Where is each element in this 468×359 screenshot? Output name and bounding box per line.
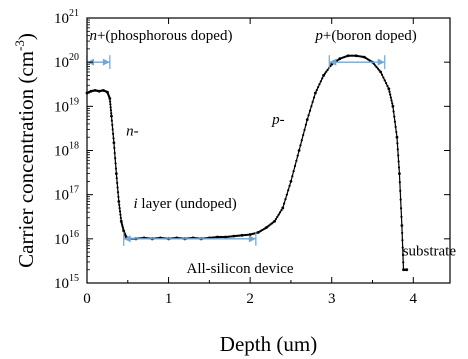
- span-arrows: [86, 55, 386, 246]
- x-tick-label: 4: [410, 291, 418, 307]
- x-axis-title: Depth (um): [220, 332, 317, 356]
- data-point: [119, 219, 123, 223]
- y-tick-label: 1018: [54, 141, 79, 160]
- y-tick-label: 1016: [54, 229, 79, 248]
- span-arrowhead: [123, 235, 131, 243]
- y-tick-label: 1017: [54, 185, 79, 204]
- data-point: [114, 172, 118, 175]
- span-arrowhead: [248, 235, 256, 243]
- x-tick-label: 3: [328, 291, 336, 307]
- span-arrow: [328, 55, 386, 70]
- span-arrowhead: [377, 58, 385, 66]
- data-point: [281, 206, 285, 210]
- data-point: [240, 233, 244, 237]
- annotation: All-silicon device: [187, 261, 294, 277]
- data-point: [117, 200, 121, 203]
- data-point: [405, 268, 409, 272]
- data-point: [391, 104, 395, 108]
- data-point: [322, 74, 325, 77]
- annotation: n-: [126, 123, 139, 139]
- data-point: [402, 268, 405, 272]
- span-arrowhead: [102, 58, 110, 66]
- data-point: [89, 89, 93, 93]
- x-tick-label: 0: [83, 291, 91, 307]
- data-point: [265, 226, 268, 229]
- data-point: [305, 118, 309, 122]
- y-tick-label: 1019: [54, 96, 79, 115]
- data-point: [297, 149, 301, 152]
- annotations: n+(phosphorous doped) n-i layer (undoped)…: [89, 28, 456, 277]
- y-axis-title: Carrier concentration (cm-3): [12, 33, 38, 268]
- plot-frame: [86, 17, 451, 284]
- data-point: [398, 172, 401, 175]
- data-point: [400, 224, 404, 227]
- annotation: i layer (undoped): [133, 196, 236, 212]
- y-tick-label: 1015: [54, 273, 79, 292]
- x-tick-label: 1: [165, 291, 173, 307]
- span-arrowhead: [329, 58, 337, 66]
- span-arrow: [123, 231, 257, 246]
- data-point: [232, 234, 236, 238]
- data-point: [273, 219, 277, 223]
- data-point: [122, 229, 126, 233]
- data-point: [101, 88, 105, 92]
- annotation: substrate: [403, 243, 457, 259]
- data-point: [105, 90, 109, 94]
- data-point: [256, 230, 260, 234]
- data-point: [97, 89, 101, 93]
- x-tick-label: 2: [246, 291, 254, 307]
- data-point: [338, 57, 342, 61]
- data-point: [248, 233, 252, 236]
- data-point: [346, 54, 350, 58]
- data-point: [216, 235, 219, 239]
- axis-ticks: 0 1 2 3 4 1015 1016 1017 1018 1019 1020 1021: [54, 8, 450, 307]
- y-tick-label: 1021: [54, 8, 79, 27]
- data-point: [289, 179, 293, 183]
- data-point: [387, 87, 391, 91]
- data-point: [108, 97, 112, 100]
- data-point: [362, 55, 366, 59]
- data-point: [110, 114, 113, 118]
- data-point: [314, 91, 317, 95]
- series-line: [86, 55, 407, 271]
- data-point: [395, 135, 399, 139]
- data-point: [93, 88, 97, 92]
- data-point: [112, 141, 116, 145]
- annotation: p+(boron doped): [314, 28, 416, 44]
- annotation: p-: [271, 112, 285, 128]
- data-point: [379, 70, 383, 74]
- data-point: [354, 54, 358, 58]
- y-tick-label: 1020: [54, 52, 79, 71]
- data-point: [224, 235, 228, 239]
- annotation: n+(phosphorous doped): [89, 28, 232, 44]
